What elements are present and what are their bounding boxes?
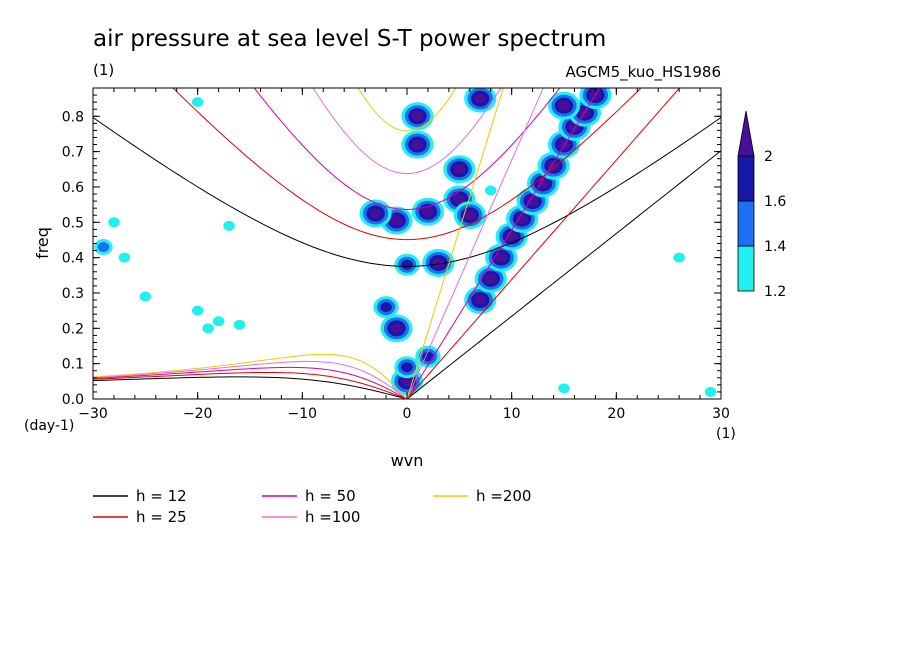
spectral-peak <box>94 239 113 256</box>
x-tick-label: −10 <box>288 406 318 422</box>
colorbar-label: 2 <box>764 149 773 165</box>
y-tick-label: 0.0 <box>62 392 84 408</box>
colorbar-label: 1.2 <box>764 284 786 300</box>
spectral-peak <box>401 130 434 159</box>
spectral-peak <box>380 314 413 343</box>
spectral-peak <box>547 91 581 120</box>
y-tick-label: 0.3 <box>62 286 84 302</box>
colorbar-label: 1.6 <box>764 194 786 210</box>
y-tick-label: 0.2 <box>62 321 84 337</box>
dispersion-curve <box>93 117 721 399</box>
y-tick-label: 0.5 <box>62 215 84 231</box>
spectral-peak <box>139 291 152 302</box>
spectral-peak <box>233 319 246 330</box>
spectral-peak <box>373 296 399 319</box>
legend-entry: h =100 <box>262 508 360 526</box>
spectral-peak <box>704 386 717 397</box>
legend-label: h =200 <box>476 487 531 505</box>
y-tick-label: 0.7 <box>62 145 84 161</box>
legend-entry: h = 12 <box>93 487 187 505</box>
colorbar-swatch <box>737 245 755 292</box>
colorbar: 1.2 1.4 1.6 2 <box>737 110 786 300</box>
spectral-peak <box>443 155 476 184</box>
legend-entry: h =200 <box>433 487 531 505</box>
y-tick-label: 0.1 <box>62 357 84 373</box>
spectral-peak <box>485 243 518 272</box>
colorbar-swatch <box>737 200 755 247</box>
x-unit-label: (1) <box>716 426 736 442</box>
legend-label: h = 12 <box>136 487 187 505</box>
colorbar-swatch <box>737 155 755 202</box>
legend-label: h = 50 <box>305 487 356 505</box>
spectral-peak <box>202 323 214 334</box>
y-tick-label: 0.8 <box>62 109 84 125</box>
spectral-peak <box>422 248 455 277</box>
spectral-peak <box>212 316 225 327</box>
dispersion-curve <box>93 88 504 399</box>
x-tick-label: 10 <box>503 406 521 422</box>
spectral-peak <box>411 197 445 226</box>
spectral-peak <box>359 199 392 228</box>
legend-entry: h = 25 <box>93 508 187 526</box>
y-unit-label: (day-1) <box>24 418 74 434</box>
spectral-peak <box>380 206 413 235</box>
spectral-peak <box>394 253 420 276</box>
dispersion-curve <box>93 88 681 399</box>
spectral-peak <box>484 185 497 196</box>
dispersion-curves <box>93 88 721 399</box>
spectral-peak <box>464 88 497 113</box>
spectral-peak <box>394 356 420 379</box>
axis-ticks: −30 −20 −10 0 10 20 30 0.0 0.1 0.2 0.3 0.4 0.5 0.6 0.7… <box>62 88 730 422</box>
colorbar-label: 1.4 <box>764 239 786 255</box>
units-label: (1) <box>93 61 114 79</box>
legend-label: h =100 <box>305 508 360 526</box>
legend-label: h = 25 <box>136 508 187 526</box>
legend: h = 12 h = 25 h = 50 h =100 h =200 <box>93 487 531 526</box>
legend-entry: h = 50 <box>262 487 356 505</box>
spectral-peak <box>108 217 120 228</box>
x-tick-label: −20 <box>183 406 213 422</box>
model-label: AGCM5_kuo_HS1986 <box>566 63 721 82</box>
spectral-peak <box>673 252 685 263</box>
dispersion-curve <box>93 88 601 399</box>
spectral-peak <box>191 305 204 316</box>
spectral-contours <box>94 88 717 397</box>
x-tick-label: 30 <box>712 406 730 422</box>
y-tick-label: 0.6 <box>62 180 84 196</box>
spectral-peak <box>453 201 486 230</box>
y-axis-label: freq <box>33 227 52 259</box>
spectral-peak <box>223 220 235 231</box>
chart-title: air pressure at sea level S-T power spec… <box>93 26 606 52</box>
dispersion-curve <box>93 88 544 399</box>
y-tick-label: 0.4 <box>62 251 84 267</box>
x-tick-label: 0 <box>403 406 412 422</box>
spectral-peak <box>401 102 434 131</box>
colorbar-arrow <box>737 110 755 157</box>
spectral-peak <box>191 97 204 108</box>
x-axis-label: wvn <box>391 451 424 470</box>
spectral-peak <box>558 383 570 394</box>
x-tick-label: 20 <box>607 406 625 422</box>
x-tick-label: −30 <box>78 406 108 422</box>
spectral-peak <box>118 252 131 263</box>
